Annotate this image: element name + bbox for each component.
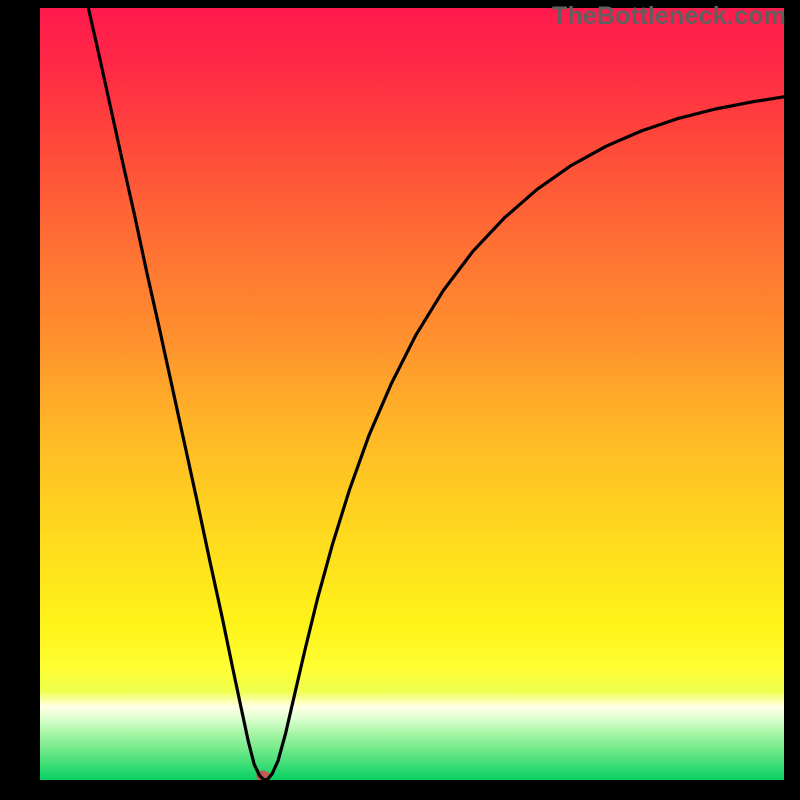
watermark-text: TheBottleneck.com xyxy=(552,2,786,31)
gradient-chart xyxy=(0,0,800,800)
gradient-background xyxy=(40,8,784,780)
chart-stage: TheBottleneck.com xyxy=(0,0,800,800)
